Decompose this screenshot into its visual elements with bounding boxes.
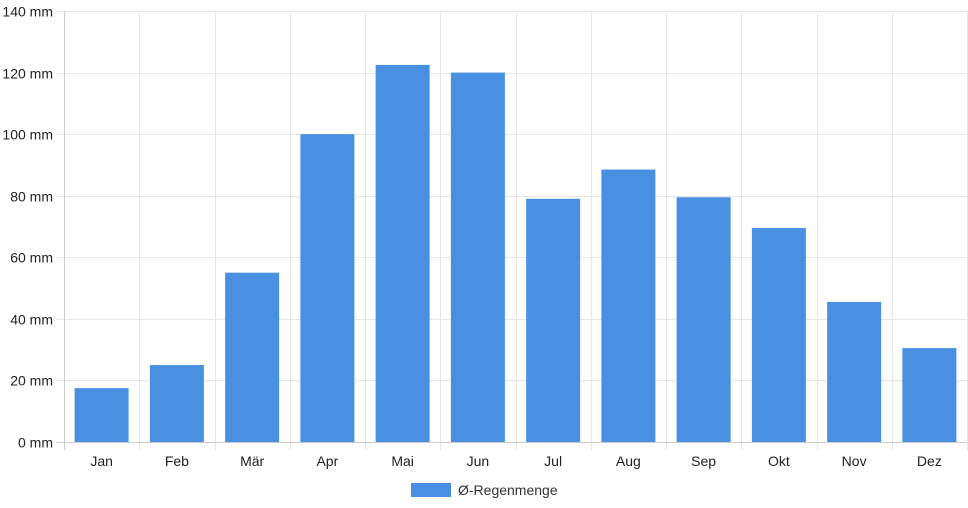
bar-jul[interactable] xyxy=(526,198,581,442)
bar-dez[interactable] xyxy=(902,348,957,442)
y-tick-label: 40 mm xyxy=(10,312,53,328)
y-tick-label: 80 mm xyxy=(10,189,53,205)
bar-mai[interactable] xyxy=(375,64,430,442)
x-tick-label: Feb xyxy=(165,453,189,469)
x-tick-label: Mai xyxy=(391,453,414,469)
legend-swatch xyxy=(411,483,451,497)
y-tick-label: 20 mm xyxy=(10,373,53,389)
x-tick-label: Jan xyxy=(90,453,113,469)
bar-feb[interactable] xyxy=(149,365,204,442)
bar-mär[interactable] xyxy=(225,272,280,442)
bar-jan[interactable] xyxy=(74,388,129,442)
legend[interactable]: Ø-Regenmenge xyxy=(411,482,558,498)
x-tick-label: Jun xyxy=(467,453,490,469)
grid-lines xyxy=(56,11,968,450)
x-tick-label: Okt xyxy=(768,453,790,469)
axes xyxy=(56,11,967,450)
bar-nov[interactable] xyxy=(827,301,882,442)
bars xyxy=(74,64,957,443)
y-tick-label: 60 mm xyxy=(10,250,53,266)
x-tick-label: Mär xyxy=(240,453,264,469)
x-axis-tick-labels: Jan Feb Mär Apr Mai Jun Jul Aug Sep Okt Nov Dez xyxy=(90,453,941,469)
bar-apr[interactable] xyxy=(300,134,355,442)
y-tick-label: 140 mm xyxy=(2,4,53,20)
y-axis-tick-labels: 0 mm 20 mm 40 mm 60 mm 80 mm 100 mm 120 mm 140 … xyxy=(2,4,53,451)
y-tick-label: 100 mm xyxy=(2,127,53,143)
legend-label: Ø-Regenmenge xyxy=(458,482,558,498)
bar-okt[interactable] xyxy=(751,228,806,442)
x-tick-label: Sep xyxy=(691,453,716,469)
bar-sep[interactable] xyxy=(676,197,731,442)
bar-aug[interactable] xyxy=(601,169,656,442)
x-tick-label: Aug xyxy=(616,453,641,469)
x-tick-label: Dez xyxy=(917,453,942,469)
y-tick-label: 0 mm xyxy=(18,435,53,451)
bar-jun[interactable] xyxy=(450,72,505,443)
y-tick-label: 120 mm xyxy=(2,66,53,82)
x-tick-label: Jul xyxy=(544,453,562,469)
x-tick-label: Apr xyxy=(316,453,338,469)
x-tick-label: Nov xyxy=(842,453,867,469)
